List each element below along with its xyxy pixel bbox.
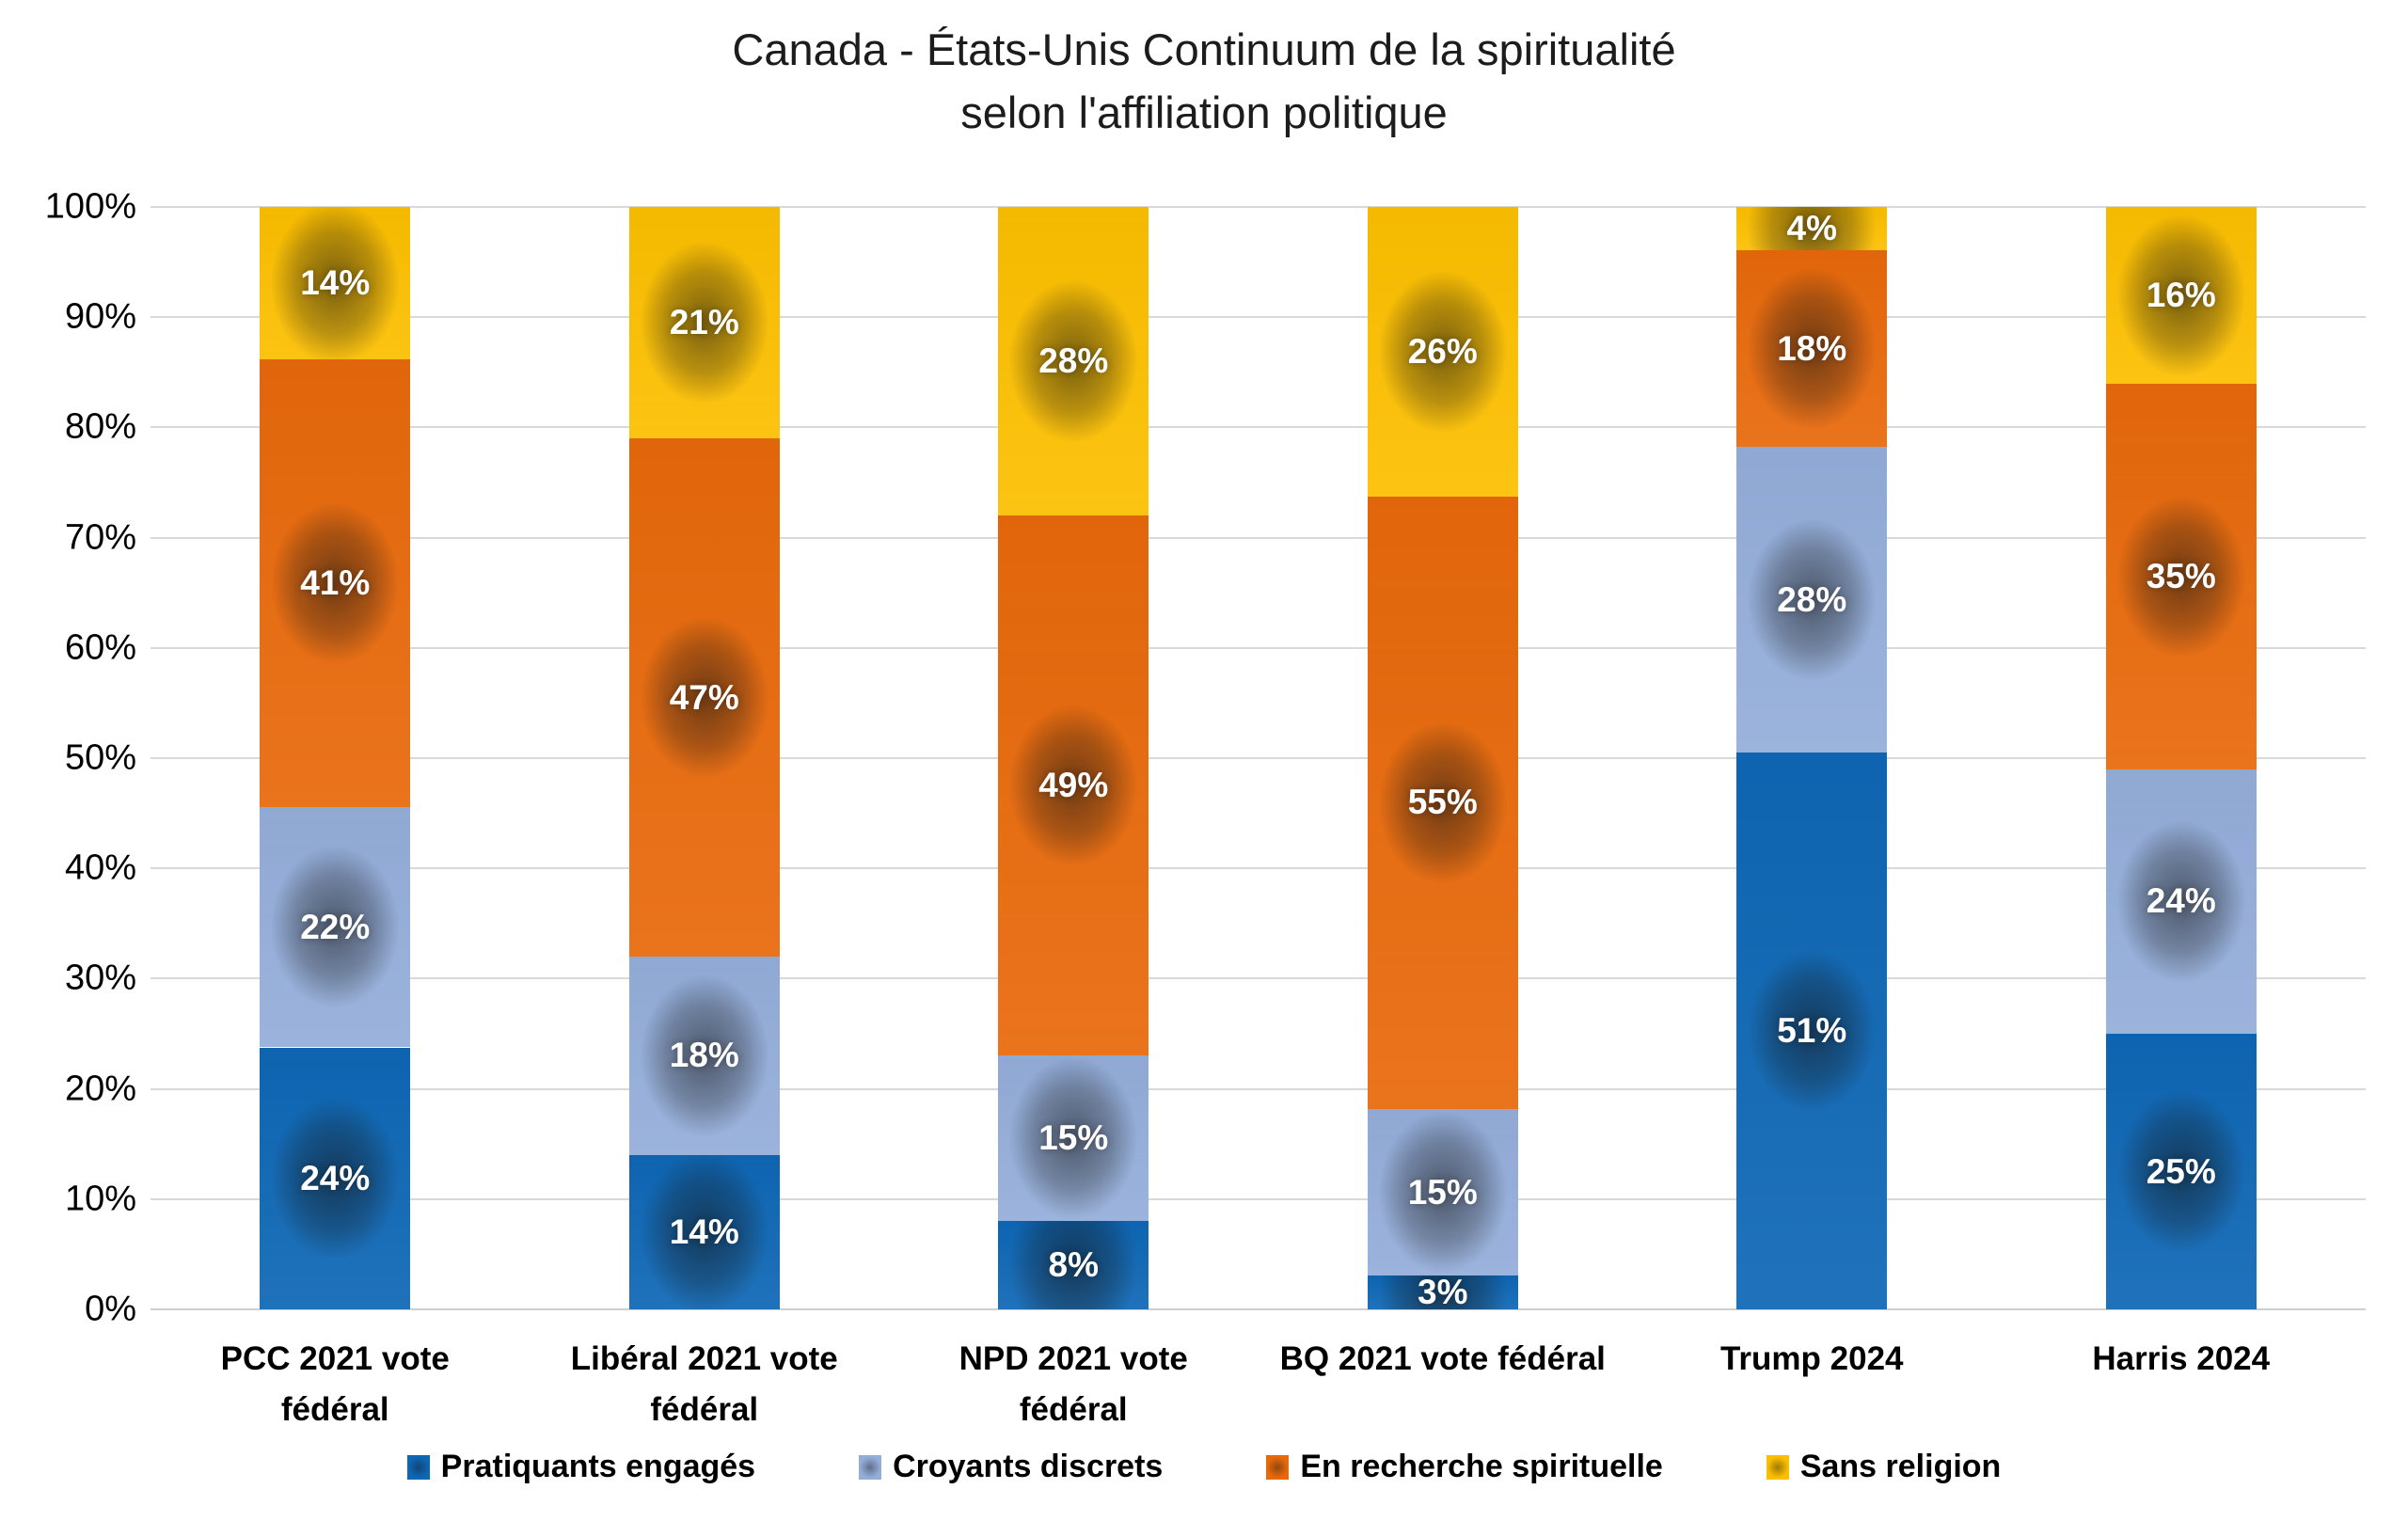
- y-axis-tick-label: 40%: [64, 848, 136, 888]
- bar-segment-label: 28%: [1038, 341, 1109, 381]
- gridline: [150, 646, 2366, 649]
- bar-segment: 4%: [1736, 207, 1888, 251]
- x-axis-category-label: BQ 2021 vote fédéral: [1279, 1340, 1606, 1377]
- bar-segment-label: 24%: [300, 1158, 371, 1197]
- gridline: [150, 536, 2366, 539]
- legend-item: Croyants discrets: [859, 1449, 1163, 1485]
- x-axis-category-label: Libéral 2021 vote fédéral: [570, 1340, 838, 1429]
- x-axis-category-label: PCC 2021 vote fédéral: [220, 1340, 450, 1429]
- gridline: [150, 206, 2366, 208]
- bar-segment-label: 15%: [1407, 1172, 1478, 1212]
- bar-segment: 28%: [998, 207, 1149, 516]
- legend-label: Sans religion: [1799, 1449, 2002, 1484]
- bar-segment-label: 51%: [1777, 1011, 1847, 1051]
- bar-segment: 18%: [628, 956, 780, 1155]
- legend-item: Sans religion: [1766, 1449, 2002, 1485]
- bar-segment-label: 14%: [669, 1212, 739, 1251]
- legend-label: Croyants discrets: [893, 1449, 1164, 1484]
- bar-segment: 15%: [1367, 1108, 1518, 1276]
- bar-segment: 49%: [998, 515, 1149, 1056]
- legend-item: Pratiquants engagés: [406, 1449, 756, 1485]
- bar-segment-label: 21%: [669, 303, 739, 342]
- x-axis-category-label: Trump 2024: [1719, 1340, 1904, 1377]
- bar-segment: 18%: [1736, 250, 1888, 448]
- bar-segment: 26%: [1367, 207, 1518, 497]
- y-axis-tick-label: 30%: [64, 958, 136, 998]
- legend-label: En recherche spirituelle: [1300, 1449, 1663, 1484]
- bar-segment: 47%: [628, 438, 780, 957]
- bar-segment: 21%: [628, 207, 780, 439]
- gridline: [150, 977, 2366, 980]
- bar-segment-label: 25%: [2146, 1151, 2216, 1191]
- legend: Pratiquants engagés Croyants discrets En r…: [0, 1449, 2408, 1485]
- bar-segment: 14%: [260, 207, 411, 360]
- bar-segment-label: 18%: [669, 1036, 739, 1075]
- y-axis-tick-label: 80%: [64, 406, 136, 447]
- gridline: [150, 757, 2366, 759]
- bar-segment-label: 41%: [300, 563, 371, 603]
- y-axis-tick-label: 90%: [64, 296, 136, 337]
- gridline: [150, 1087, 2366, 1090]
- legend-label: Pratiquants engagés: [440, 1449, 756, 1484]
- y-axis-tick-label: 20%: [64, 1069, 136, 1109]
- bar-segment: 51%: [1736, 753, 1888, 1309]
- bar-segment: 14%: [628, 1154, 780, 1309]
- bar-segment-label: 55%: [1407, 783, 1478, 822]
- bar-segment: 8%: [998, 1221, 1149, 1309]
- bar-segment: 55%: [1367, 496, 1518, 1109]
- bar-segment: 41%: [260, 359, 411, 808]
- gridline: [150, 316, 2366, 319]
- bar-segment: 3%: [1367, 1273, 1518, 1312]
- bar-segment-label: 14%: [300, 263, 371, 303]
- y-axis-tick-label: 70%: [64, 517, 136, 558]
- bar-segment-label: 8%: [1048, 1245, 1099, 1285]
- x-axis-category-label: NPD 2021 vote fédéral: [958, 1340, 1188, 1429]
- bar-segment-label: 3%: [1418, 1273, 1468, 1312]
- bar-segment: 16%: [2105, 207, 2257, 384]
- x-axis-category-label: Harris 2024: [2092, 1340, 2271, 1377]
- gridline: [150, 426, 2366, 429]
- bar-segment-label: 49%: [1038, 766, 1109, 805]
- legend-item: En recherche spirituelle: [1266, 1449, 1663, 1485]
- bar-segment: 35%: [2105, 383, 2257, 769]
- legend-swatch: [406, 1454, 430, 1480]
- legend-swatch: [1266, 1454, 1290, 1480]
- bar-segment-label: 35%: [2146, 556, 2216, 595]
- bar-segment-label: 18%: [1777, 328, 1847, 368]
- bar-segment-label: 26%: [1407, 331, 1478, 371]
- bar-segment-label: 24%: [2146, 881, 2216, 921]
- chart-title: Canada - États-Unis Continuum de la spir…: [732, 24, 1676, 137]
- bar-segment: 22%: [260, 807, 411, 1048]
- y-axis-tick-label: 100%: [44, 186, 136, 227]
- gridline: [150, 1308, 2366, 1310]
- bar-segment-label: 16%: [2146, 275, 2216, 314]
- y-axis-tick-label: 60%: [64, 627, 136, 668]
- gridline: [150, 867, 2366, 870]
- legend-swatch: [859, 1454, 882, 1480]
- bar-segment: 25%: [2105, 1034, 2257, 1309]
- y-axis-tick-label: 10%: [64, 1179, 136, 1219]
- y-axis-tick-label: 0%: [85, 1289, 136, 1329]
- bar-segment-label: 4%: [1786, 209, 1837, 248]
- bar-segment: 15%: [998, 1055, 1149, 1222]
- bar-segment-label: 15%: [1038, 1118, 1109, 1158]
- bar-segment-label: 22%: [300, 907, 371, 946]
- bar-segment: 28%: [1736, 447, 1888, 753]
- gridline: [150, 1197, 2366, 1200]
- bar-segment: 24%: [260, 1047, 411, 1309]
- y-axis-tick-label: 50%: [64, 737, 136, 778]
- bar-segment-label: 47%: [669, 677, 739, 717]
- bar-segment-label: 28%: [1777, 579, 1847, 619]
- bar-segment: 24%: [2105, 768, 2257, 1034]
- legend-swatch: [1766, 1454, 1789, 1480]
